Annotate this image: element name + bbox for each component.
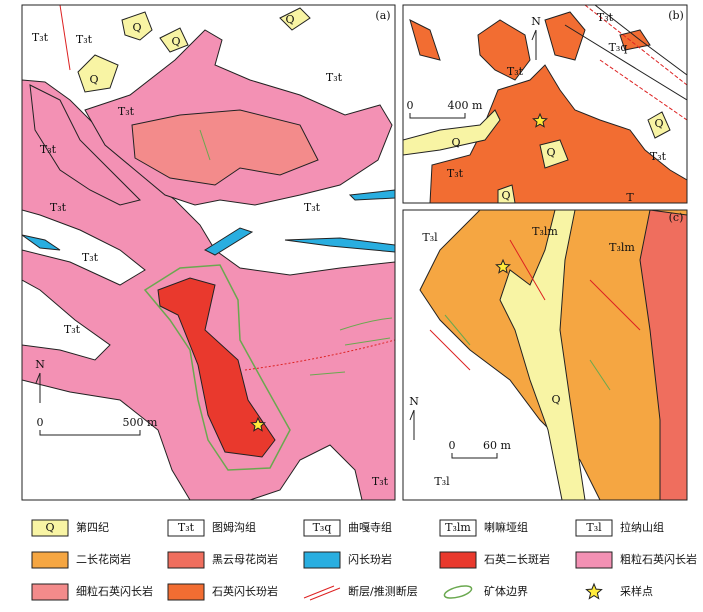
legend-swatch <box>439 519 477 537</box>
panel-b-map <box>403 5 687 203</box>
scale-length: 60 m <box>483 439 511 452</box>
panel-a-map <box>22 5 395 500</box>
scale-zero: 0 <box>449 439 456 452</box>
legend-symbol: Q <box>45 521 54 534</box>
legend-name: 曲嘎寺组 <box>348 520 392 534</box>
unit-label: Q <box>132 21 141 34</box>
legend-swatch <box>31 551 69 569</box>
sample-star <box>532 112 548 128</box>
unit-label: T₃t <box>650 150 667 163</box>
north-arrow <box>35 372 41 403</box>
legend-name: 第四纪 <box>76 520 109 534</box>
legend-swatch <box>575 551 613 569</box>
unit-label: T₃lm <box>532 225 558 238</box>
legend-swatch <box>303 551 341 569</box>
legend-symbol: T₃l <box>586 521 602 534</box>
legend-swatch <box>167 583 205 601</box>
unit-label: Q <box>551 393 560 406</box>
panel-label: (c) <box>669 211 684 224</box>
panel-label: (b) <box>668 9 684 22</box>
unit-label: T₃t <box>50 201 67 214</box>
unit-label: T₃t <box>82 251 99 264</box>
ore-boundary-swatch <box>443 585 473 599</box>
fault-swatch <box>303 585 341 601</box>
legend-swatch <box>303 519 341 537</box>
unit-label: T₃t <box>118 105 135 118</box>
legend-name: 拉纳山组 <box>620 520 664 534</box>
scale-zero: 0 <box>407 99 414 112</box>
legend-swatch <box>575 519 613 537</box>
unit-label: T₃t <box>447 167 464 180</box>
scale-zero: 0 <box>37 416 44 429</box>
unit-label: T₃t <box>326 71 343 84</box>
unit-label: T₃l <box>434 475 450 488</box>
legend-name: 喇嘛垭组 <box>484 520 528 534</box>
unit-label: Q <box>654 117 663 130</box>
legend-swatch <box>167 519 205 537</box>
legend-name: 粗粒石英闪长岩 <box>620 552 697 566</box>
legend-swatch <box>31 519 69 537</box>
legend-swatch <box>439 551 477 569</box>
unit-label: Q <box>171 35 180 48</box>
scale-bar <box>39 430 141 436</box>
unit-label: T₃t <box>372 475 389 488</box>
unit-label: T <box>626 191 634 204</box>
legend-name: 细粒石英闪长岩 <box>76 584 153 598</box>
unit-label: T₃t <box>76 33 93 46</box>
unit-label: T₃l <box>422 231 438 244</box>
unit-label: T₃t <box>32 31 49 44</box>
legend-swatch <box>167 551 205 569</box>
unit-label: T₃t <box>507 65 524 78</box>
north-arrow <box>409 409 415 440</box>
legend-swatch <box>31 583 69 601</box>
unit-label: Q <box>501 189 510 202</box>
legend-name: 图姆沟组 <box>212 520 256 534</box>
panel-a-frame <box>21 4 396 501</box>
sample-star <box>495 258 511 274</box>
scale-bar <box>409 113 466 119</box>
unit-label: Q <box>285 13 294 26</box>
legend-name: 黑云母花岗岩 <box>212 552 278 566</box>
scale-length: 500 m <box>123 416 158 429</box>
legend-name: 二长花岗岩 <box>76 552 131 566</box>
panel-label: (a) <box>375 9 390 22</box>
north-label: N <box>531 15 541 28</box>
panel-b-frame <box>402 4 688 204</box>
unit-label: Q <box>89 73 98 86</box>
legend-name: 石英二长斑岩 <box>484 552 550 566</box>
unit-label: T₃t <box>64 323 81 336</box>
sample-swatch <box>585 582 603 600</box>
legend-name: 断层/推测断层 <box>348 584 418 598</box>
panel-c-frame <box>402 209 688 501</box>
legend-name: 矿体边界 <box>484 584 528 598</box>
unit-label: T₃t <box>40 143 57 156</box>
panel-c-map <box>403 210 687 500</box>
unit-label: T₃t <box>597 11 614 24</box>
scale-length: 400 m <box>448 99 483 112</box>
scale-bar <box>451 453 498 459</box>
unit-label: Q <box>546 146 555 159</box>
legend-symbol: T₃q <box>313 521 332 534</box>
unit-label: T₃t <box>304 201 321 214</box>
legend-symbol: T₃t <box>178 521 195 534</box>
legend-name: 石英闪长玢岩 <box>212 584 278 598</box>
north-label: N <box>35 358 45 371</box>
legend-symbol: T₃lm <box>445 521 471 534</box>
sample-star <box>250 416 266 432</box>
legend-name: 采样点 <box>620 584 653 598</box>
legend-name: 闪长玢岩 <box>348 552 392 566</box>
unit-label: Q <box>451 136 460 149</box>
unit-label: T₃q <box>609 41 628 54</box>
north-arrow <box>531 29 537 60</box>
north-label: N <box>409 395 419 408</box>
unit-label: T₃lm <box>609 241 635 254</box>
